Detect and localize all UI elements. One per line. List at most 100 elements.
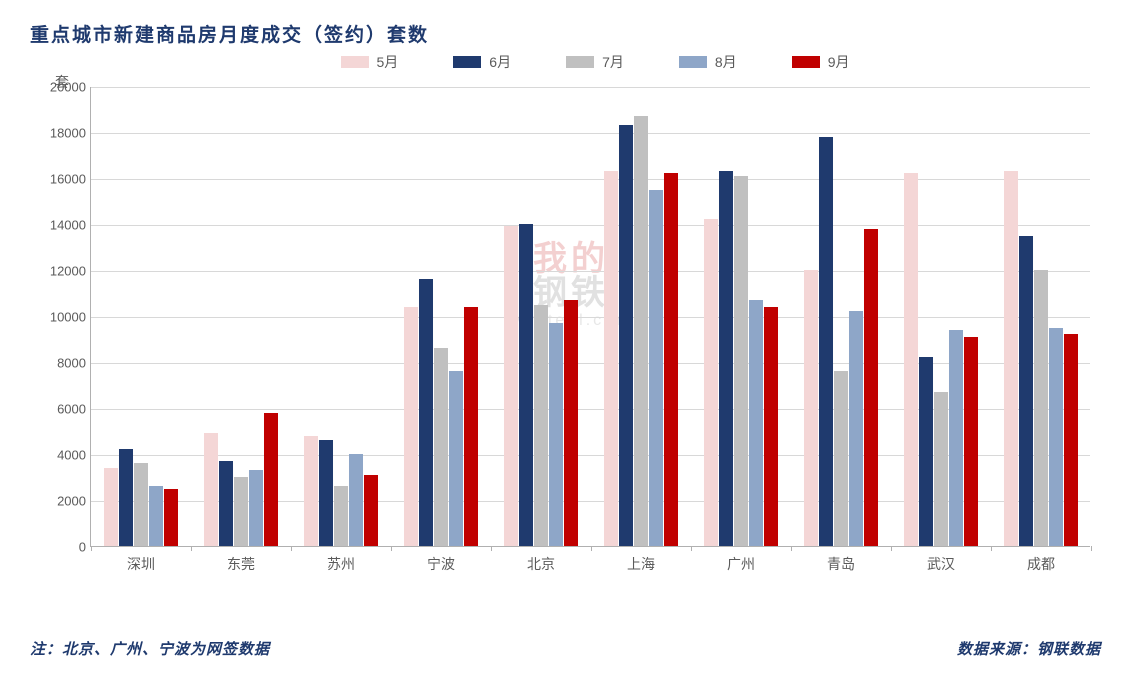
bar [419,279,433,546]
x-axis-label: 上海 [627,554,655,574]
y-tick-label: 2000 [36,494,86,509]
bar [204,433,218,546]
gridline [91,133,1090,134]
bar [234,477,248,546]
bar [364,475,378,546]
bar [119,449,133,546]
bar [764,307,778,546]
bar [219,461,233,546]
x-axis-label: 武汉 [927,554,955,574]
bar [334,486,348,546]
bar [449,371,463,546]
bar [719,171,733,546]
chart-title: 重点城市新建商品房月度成交（签约）套数 [30,20,1101,47]
bar [519,224,533,546]
bar [649,190,663,547]
bar [319,440,333,546]
footer-note-left: 注：北京、广州、宁波为网签数据 [30,638,270,659]
bar [704,219,718,546]
bar [149,486,163,546]
legend-label: 5月 [377,52,399,72]
x-axis-label: 深圳 [127,554,155,574]
bar [934,392,948,546]
x-axis-label: 成都 [1027,554,1055,574]
plot-area: 我的 钢铁 Mysteel.com 0200040006000800010000… [90,87,1090,547]
x-tick-mark [791,546,792,551]
legend-item: 9月 [792,52,850,72]
x-tick-mark [1091,546,1092,551]
legend-label: 6月 [489,52,511,72]
bar [304,436,318,546]
y-tick-label: 12000 [36,264,86,279]
bar [664,173,678,546]
legend-swatch [566,56,594,68]
legend-swatch [453,56,481,68]
x-tick-mark [691,546,692,551]
chart-container: 重点城市新建商品房月度成交（签约）套数 套 5月6月7月8月9月 我的 钢铁 M… [0,0,1131,679]
bar [534,305,548,547]
legend-label: 9月 [828,52,850,72]
x-axis-label: 青岛 [827,554,855,574]
bar [1049,328,1063,547]
bar [1019,236,1033,547]
bar [734,176,748,546]
bar [619,125,633,546]
y-tick-label: 0 [36,540,86,555]
bar [464,307,478,546]
x-tick-mark [891,546,892,551]
bar [964,337,978,546]
gridline [91,271,1090,272]
bar [164,489,178,547]
y-tick-label: 6000 [36,402,86,417]
x-tick-mark [291,546,292,551]
y-tick-label: 10000 [36,310,86,325]
bar [504,226,518,546]
gridline [91,225,1090,226]
gridline [91,179,1090,180]
bar [849,311,863,546]
bar [919,357,933,546]
gridline [91,363,1090,364]
bar [564,300,578,546]
x-axis-label: 东莞 [227,554,255,574]
chart-wrap: 5月6月7月8月9月 我的 钢铁 Mysteel.com 02000400060… [90,87,1100,587]
x-axis-label: 宁波 [427,554,455,574]
x-tick-mark [391,546,392,551]
y-tick-label: 4000 [36,448,86,463]
y-tick-label: 8000 [36,356,86,371]
legend-label: 8月 [715,52,737,72]
legend-swatch [679,56,707,68]
bar [804,270,818,546]
x-axis-label: 北京 [527,554,555,574]
y-tick-label: 20000 [36,80,86,95]
x-tick-mark [191,546,192,551]
bar [749,300,763,546]
bar [434,348,448,546]
legend-swatch [792,56,820,68]
bar [134,463,148,546]
bar [404,307,418,546]
y-tick-label: 16000 [36,172,86,187]
legend-item: 5月 [341,52,399,72]
bar [819,137,833,546]
y-tick-label: 14000 [36,218,86,233]
x-axis-label: 苏州 [327,554,355,574]
x-axis-label: 广州 [727,554,755,574]
bar [1004,171,1018,546]
bar [904,173,918,546]
legend: 5月6月7月8月9月 [90,52,1100,72]
footer: 注：北京、广州、宁波为网签数据 数据来源：钢联数据 [30,638,1101,659]
footer-note-right: 数据来源：钢联数据 [957,638,1101,659]
x-tick-mark [991,546,992,551]
x-tick-mark [91,546,92,551]
bar [834,371,848,546]
bar [549,323,563,546]
bar [104,468,118,546]
legend-item: 8月 [679,52,737,72]
bar [604,171,618,546]
bar [249,470,263,546]
legend-swatch [341,56,369,68]
bar [634,116,648,546]
bar [349,454,363,546]
bar [264,413,278,546]
